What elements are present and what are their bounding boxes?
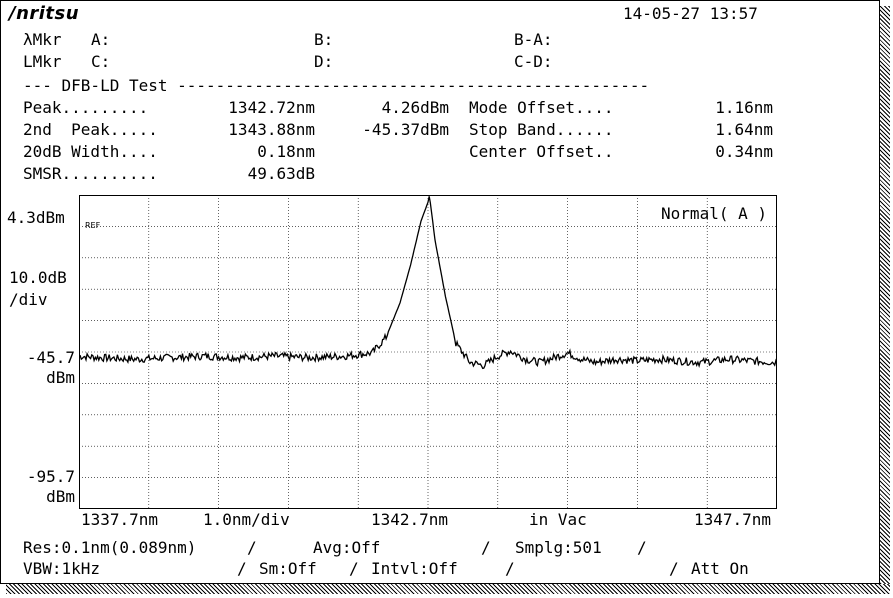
brand-logo: /nritsu [9, 3, 80, 24]
marker-c-minus-d: C-D: [514, 52, 553, 71]
x-div-label: 1.0nm/div [203, 510, 290, 529]
mid-level-unit: dBm [46, 368, 75, 387]
mid-level-label: -45.7 [26, 348, 75, 367]
result-label: Peak......... [23, 98, 149, 117]
marker-b: B: [314, 30, 334, 49]
spectrum-trace [79, 196, 777, 370]
x-center-label: 1342.7nm [371, 510, 449, 529]
attenuator-setting: Att On [691, 559, 749, 578]
result-smsr: 49.63dB [247, 164, 315, 183]
result-wavelength: 1343.88nm [228, 120, 315, 139]
marker-a: A: [91, 30, 111, 49]
lambda-marker-label: λMkr [23, 30, 62, 49]
low-level-label: -95.7 [26, 467, 75, 486]
result-label: 20dB Width.... [23, 142, 158, 161]
smoothing-setting: Sm:Off [259, 559, 317, 578]
separator: / [237, 559, 247, 578]
result-wavelength: 1342.72nm [228, 98, 315, 117]
marker-c: C: [91, 52, 111, 71]
result-wavelength: 0.18nm [257, 142, 315, 161]
level-marker-label: LMkr [23, 52, 62, 71]
frame-shadow-bottom [6, 584, 890, 594]
average-setting: Avg:Off [313, 538, 381, 557]
result-level: -45.37dBm [362, 120, 449, 139]
ref-level-label: 4.3dBm [7, 208, 65, 227]
sampling-setting: Smplg:501 [515, 538, 602, 557]
result-label-2: Stop Band...... [469, 120, 614, 139]
result-label: 2nd Peak..... [23, 120, 158, 139]
vbw-setting: VBW:1kHz [23, 559, 101, 578]
plot-grid [79, 195, 777, 509]
interval-setting: Intvl:Off [371, 559, 458, 578]
separator: / [505, 559, 515, 578]
ref-tag: REF [85, 221, 101, 230]
mode-label: Normal( A ) [661, 204, 767, 223]
separator: / [637, 538, 647, 557]
test-title: --- DFB-LD Test ------------------------… [23, 76, 650, 95]
separator: / [349, 559, 359, 578]
marker-d: D: [314, 52, 334, 71]
datetime: 14-05-27 13:57 [623, 4, 758, 23]
marker-b-minus-a: B-A: [514, 30, 553, 49]
result-label-2: Mode Offset.... [469, 98, 614, 117]
analyzer-screen: /nritsu 14-05-27 13:57 λMkr A: B: B-A: L… [0, 0, 880, 584]
result-level: 4.26dBm [381, 98, 449, 117]
scale-unit-label: /div [9, 290, 48, 309]
frame-shadow-right [880, 6, 890, 592]
spectrum-plot: REF Normal( A ) [79, 195, 777, 509]
x-stop-label: 1347.7nm [694, 510, 772, 529]
result-value-2: 0.34nm [715, 142, 773, 161]
separator: / [669, 559, 679, 578]
x-start-label: 1337.7nm [81, 510, 159, 529]
result-value-2: 1.64nm [715, 120, 773, 139]
separator: / [481, 538, 491, 557]
result-label-2: Center Offset.. [469, 142, 614, 161]
result-label: SMSR.......... [23, 164, 158, 183]
resolution-setting: Res:0.1nm(0.089nm) [23, 538, 197, 557]
scale-label: 10.0dB [9, 268, 67, 287]
low-level-unit: dBm [46, 487, 75, 506]
medium-label: in Vac [529, 510, 587, 529]
separator: / [247, 538, 257, 557]
result-value-2: 1.16nm [715, 98, 773, 117]
